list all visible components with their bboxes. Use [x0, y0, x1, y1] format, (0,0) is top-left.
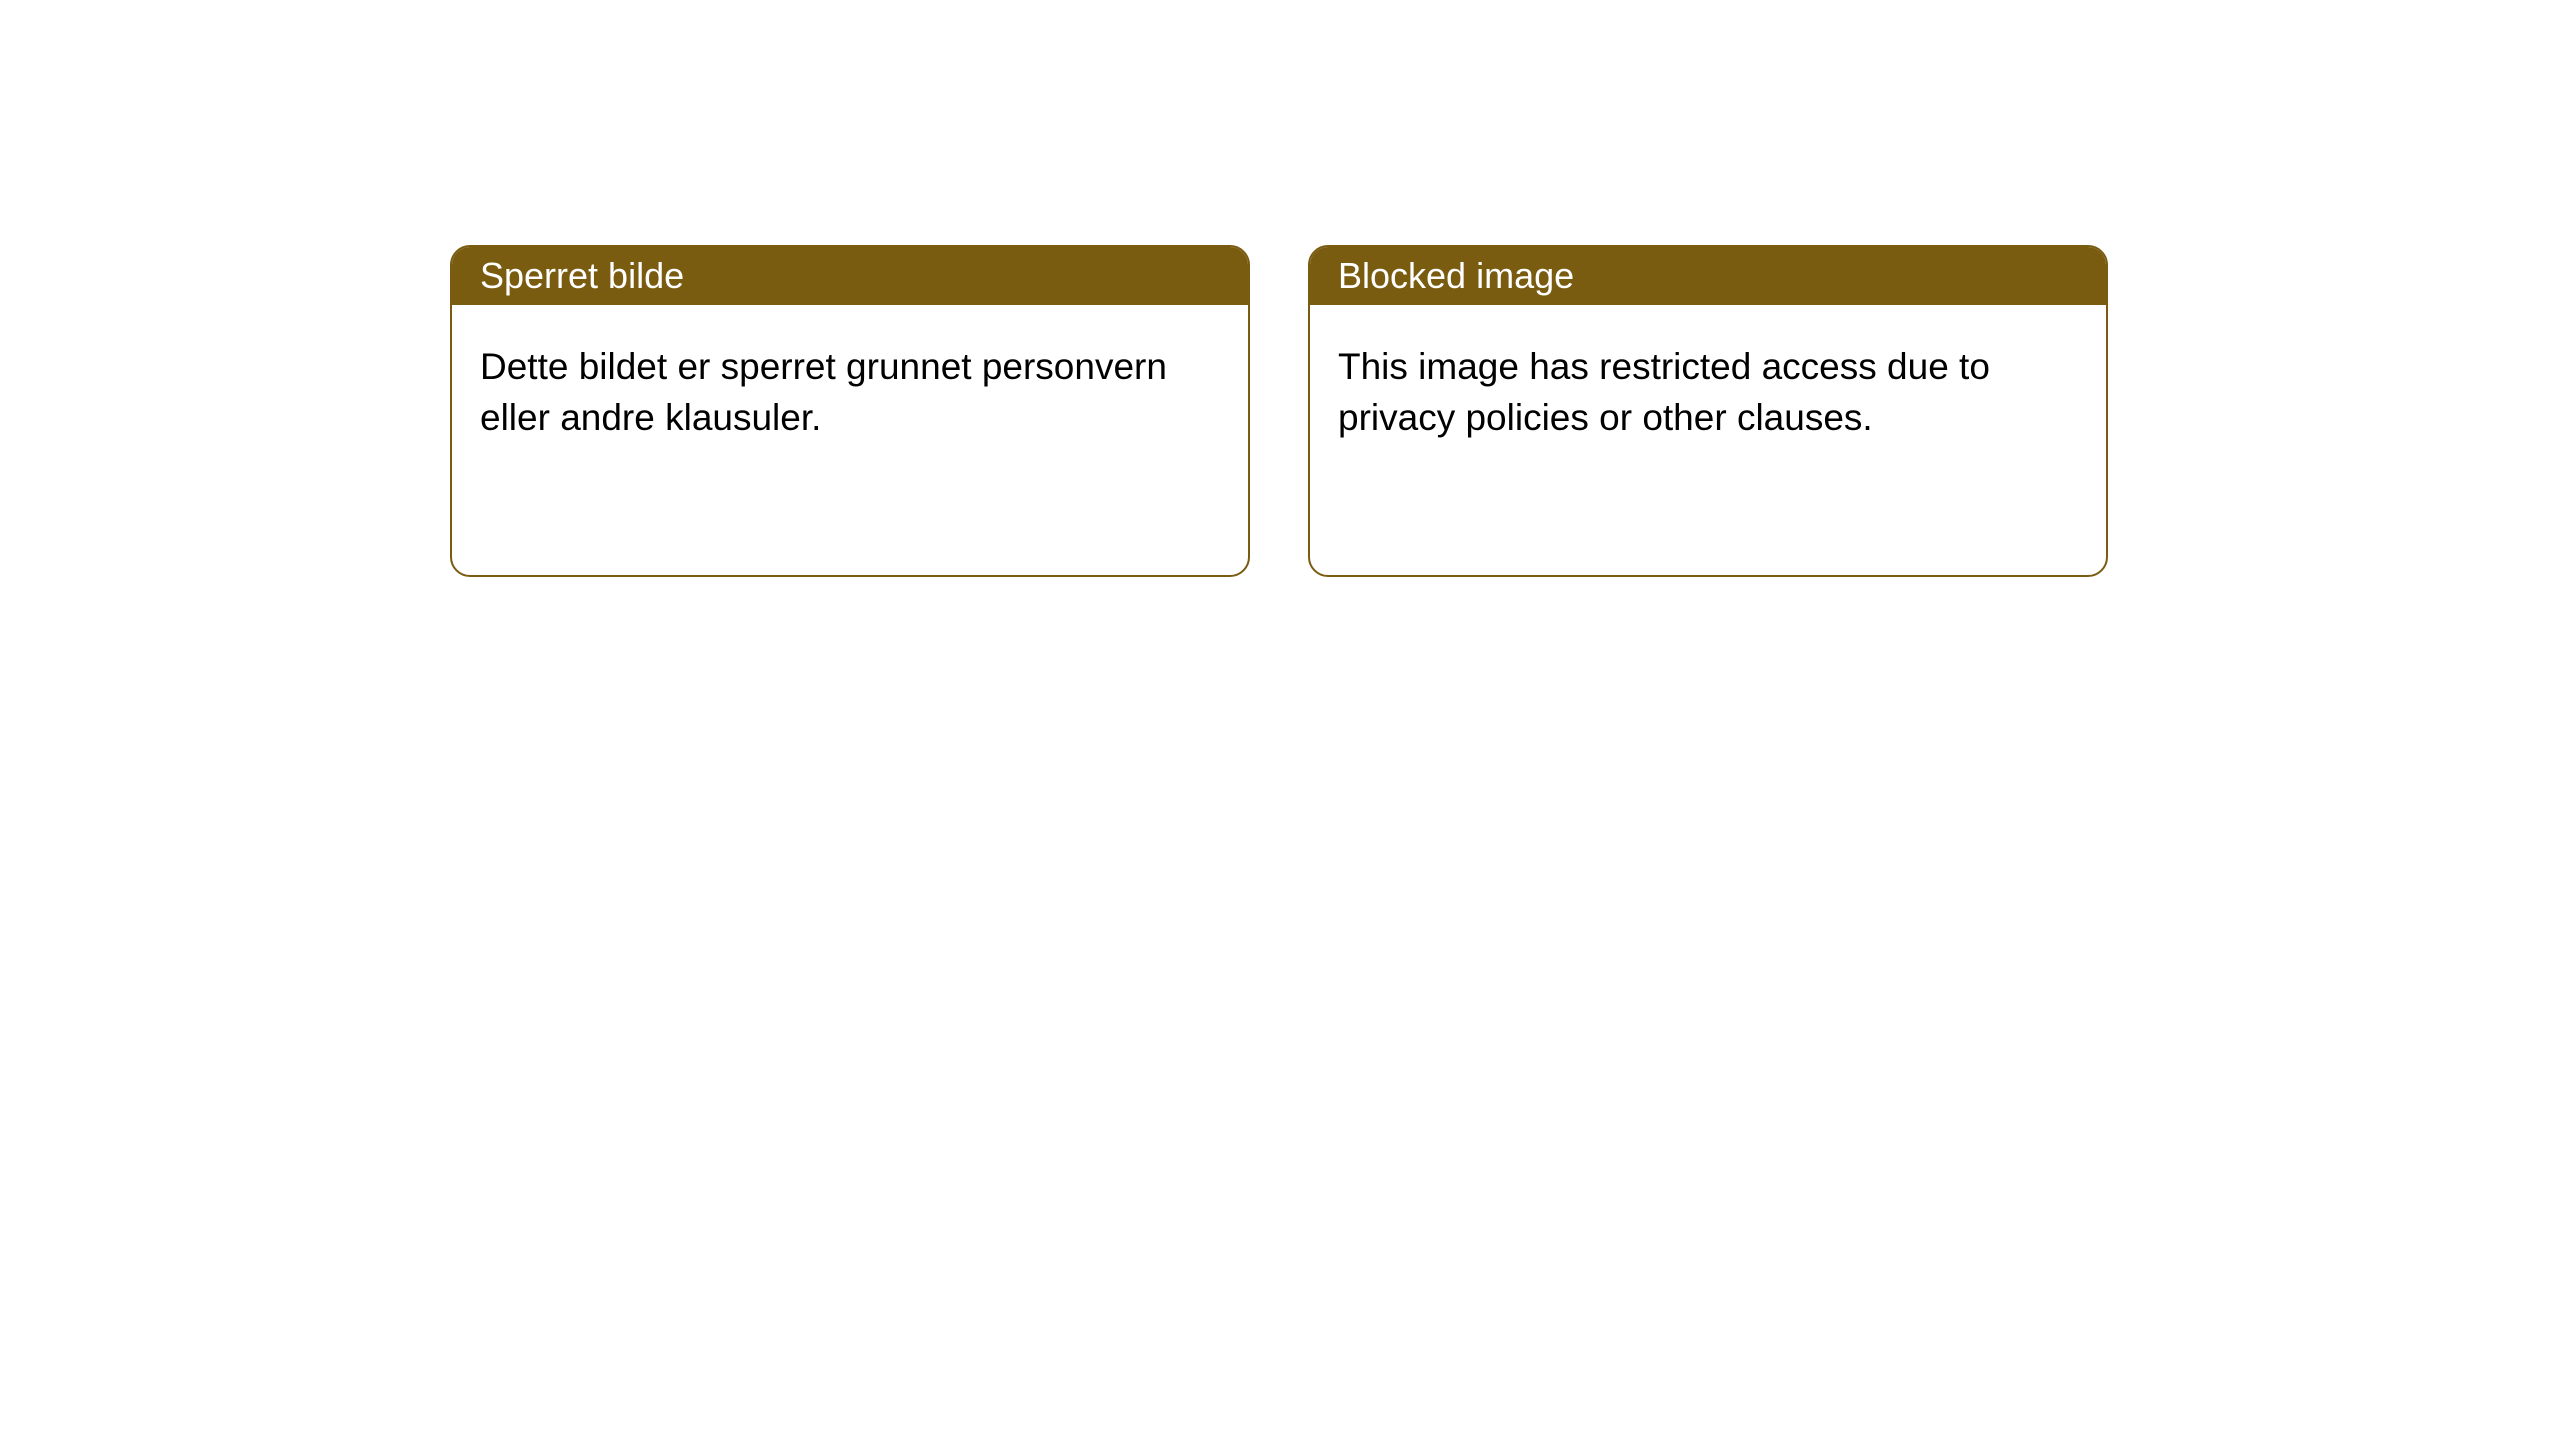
notice-header: Sperret bilde — [452, 247, 1248, 305]
notice-card-norwegian: Sperret bilde Dette bildet er sperret gr… — [450, 245, 1250, 577]
notice-header: Blocked image — [1310, 247, 2106, 305]
notice-body: This image has restricted access due to … — [1310, 305, 2106, 479]
notice-body-text: Dette bildet er sperret grunnet personve… — [480, 346, 1167, 438]
notice-body: Dette bildet er sperret grunnet personve… — [452, 305, 1248, 479]
notice-container: Sperret bilde Dette bildet er sperret gr… — [450, 245, 2108, 577]
notice-title: Blocked image — [1338, 255, 1574, 297]
notice-body-text: This image has restricted access due to … — [1338, 346, 1990, 438]
notice-card-english: Blocked image This image has restricted … — [1308, 245, 2108, 577]
notice-title: Sperret bilde — [480, 255, 684, 297]
